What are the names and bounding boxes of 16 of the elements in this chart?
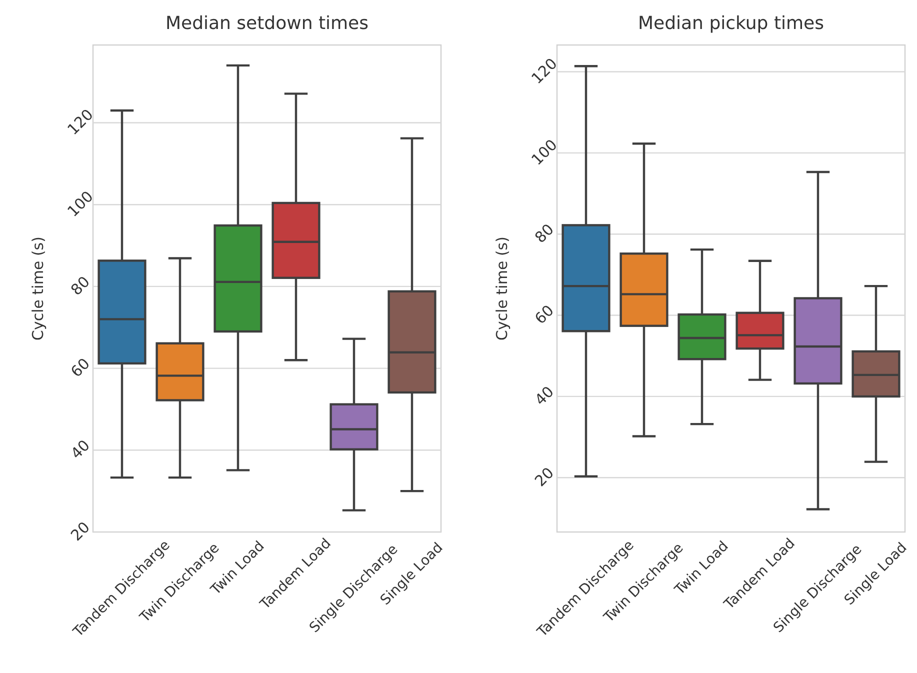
y-tick-label: 20 [531, 464, 558, 490]
y-axis-title: Cycle time (s) [29, 236, 47, 340]
chart-title: Median setdown times [165, 13, 369, 34]
y-tick-label: 120 [528, 54, 561, 88]
y-tick-label: 60 [67, 354, 94, 381]
y-tick-label: 80 [67, 272, 94, 299]
y-tick-label: 100 [64, 187, 97, 220]
y-tick-label: 80 [531, 220, 558, 247]
chart-title: Median pickup times [638, 13, 824, 34]
y-tick-label: 60 [531, 302, 558, 328]
y-tick-label: 120 [64, 106, 97, 139]
y-tick-label: 20 [67, 518, 94, 544]
y-tick-label: 100 [528, 136, 561, 169]
y-axis-title: Cycle time (s) [493, 236, 511, 340]
y-tick-label: 40 [531, 382, 558, 409]
y-tick-label: 40 [67, 436, 94, 463]
